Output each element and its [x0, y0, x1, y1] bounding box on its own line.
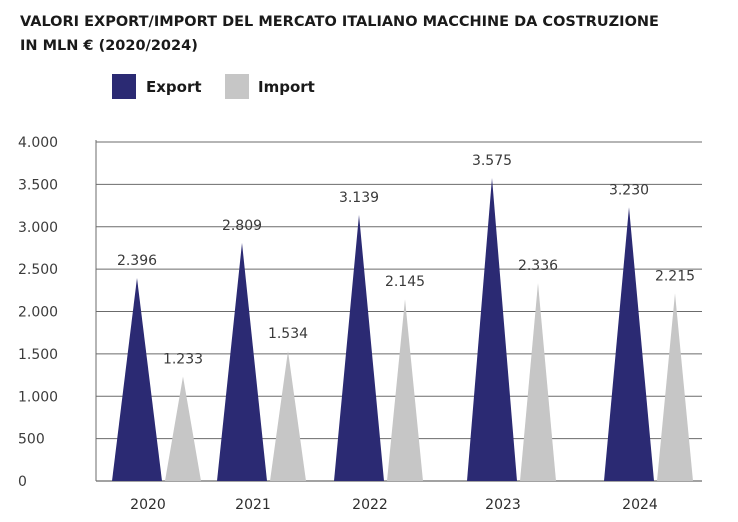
- data-labels: 2.396 1.233 2.809 1.534 3.139 2.145 3.575 2.336…: [117, 153, 695, 367]
- data-label-import-2022: 2.145: [385, 274, 425, 290]
- bar-export-2024: [604, 207, 654, 481]
- data-label-import-2020: 1.233: [163, 352, 203, 368]
- chart-title: VALORI EXPORT/IMPORT DEL MERCATO ITALIAN…: [20, 10, 720, 58]
- y-tick-label: 0: [18, 474, 27, 490]
- data-label-import-2023: 2.336: [518, 258, 558, 274]
- bar-export-2021: [217, 242, 267, 481]
- bar-import-2020: [165, 376, 201, 481]
- bar-export-2022: [334, 214, 384, 481]
- data-label-export-2023: 3.575: [472, 153, 512, 169]
- bar-import-2022: [387, 299, 423, 481]
- data-label-export-2021: 2.809: [222, 218, 262, 234]
- x-tick-label-2021: 2021: [235, 497, 271, 513]
- chart-title-line-1: VALORI EXPORT/IMPORT DEL MERCATO ITALIAN…: [20, 14, 659, 30]
- x-tick-label-2023: 2023: [485, 497, 521, 513]
- y-tick-label: 2.000: [18, 305, 58, 321]
- legend-label-export: Export: [146, 78, 202, 96]
- data-label-import-2024: 2.215: [655, 268, 695, 284]
- y-tick-label: 500: [18, 432, 45, 448]
- bar-import-2021: [270, 350, 306, 481]
- x-tick-label-2022: 2022: [352, 497, 388, 513]
- data-label-import-2021: 1.534: [268, 326, 308, 342]
- y-tick-label: 4.000: [18, 135, 58, 151]
- y-axis-ticks: 0 500 1.000 1.500 2.000 2.500 3.000 3.500 4.000: [18, 135, 58, 490]
- bar-import-2023: [520, 283, 556, 481]
- y-tick-label: 1.000: [18, 389, 58, 405]
- gridlines: [95, 140, 702, 482]
- y-tick-label: 1.500: [18, 347, 58, 363]
- y-tick-label: 2.500: [18, 262, 58, 278]
- y-tick-label: 3.000: [18, 220, 58, 236]
- data-label-export-2020: 2.396: [117, 253, 157, 269]
- x-tick-label-2020: 2020: [130, 497, 166, 513]
- bar-import-2024: [657, 293, 693, 481]
- y-tick-label: 3.500: [18, 177, 58, 193]
- bar-export-2023: [467, 178, 517, 482]
- bars: [112, 178, 693, 482]
- x-tick-label-2024: 2024: [622, 497, 658, 513]
- legend-label-import: Import: [258, 78, 315, 96]
- legend-swatch-import: [225, 74, 249, 99]
- x-axis-ticks: 2020 2021 2022 2023 2024: [130, 497, 658, 513]
- bar-export-2020: [112, 277, 162, 481]
- legend-swatch-export: [112, 74, 136, 99]
- chart-title-line-2: IN MLN € (2020/2024): [20, 38, 198, 54]
- data-label-export-2024: 3.230: [609, 182, 649, 198]
- legend: Export Import: [112, 74, 315, 99]
- data-label-export-2022: 3.139: [339, 190, 379, 206]
